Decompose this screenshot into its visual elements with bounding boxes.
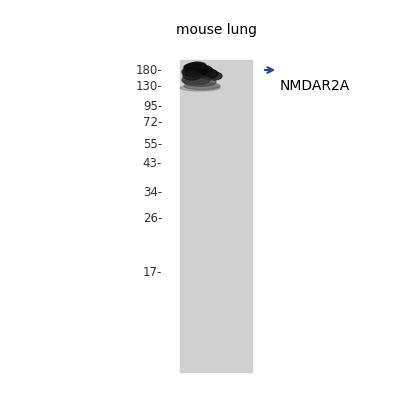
Ellipse shape (182, 68, 198, 76)
Text: mouse lung: mouse lung (176, 23, 256, 37)
Text: 55-: 55- (143, 138, 162, 150)
Ellipse shape (180, 85, 220, 91)
Ellipse shape (191, 65, 213, 77)
Text: 72-: 72- (143, 116, 162, 128)
Text: 17-: 17- (143, 266, 162, 278)
Text: NMDAR2A: NMDAR2A (280, 79, 350, 93)
Text: 130-: 130- (135, 80, 162, 92)
Text: 180-: 180- (135, 64, 162, 76)
Text: 26-: 26- (143, 212, 162, 224)
Ellipse shape (184, 78, 216, 86)
Ellipse shape (184, 64, 204, 71)
Ellipse shape (206, 72, 222, 80)
Text: 43-: 43- (143, 158, 162, 170)
Ellipse shape (182, 75, 210, 85)
Ellipse shape (198, 69, 218, 79)
Ellipse shape (184, 62, 208, 78)
Ellipse shape (184, 82, 220, 90)
Text: 95-: 95- (143, 100, 162, 112)
Ellipse shape (190, 62, 206, 68)
Ellipse shape (183, 72, 201, 80)
Bar (180, 60, 252, 372)
Text: 34-: 34- (143, 186, 162, 198)
